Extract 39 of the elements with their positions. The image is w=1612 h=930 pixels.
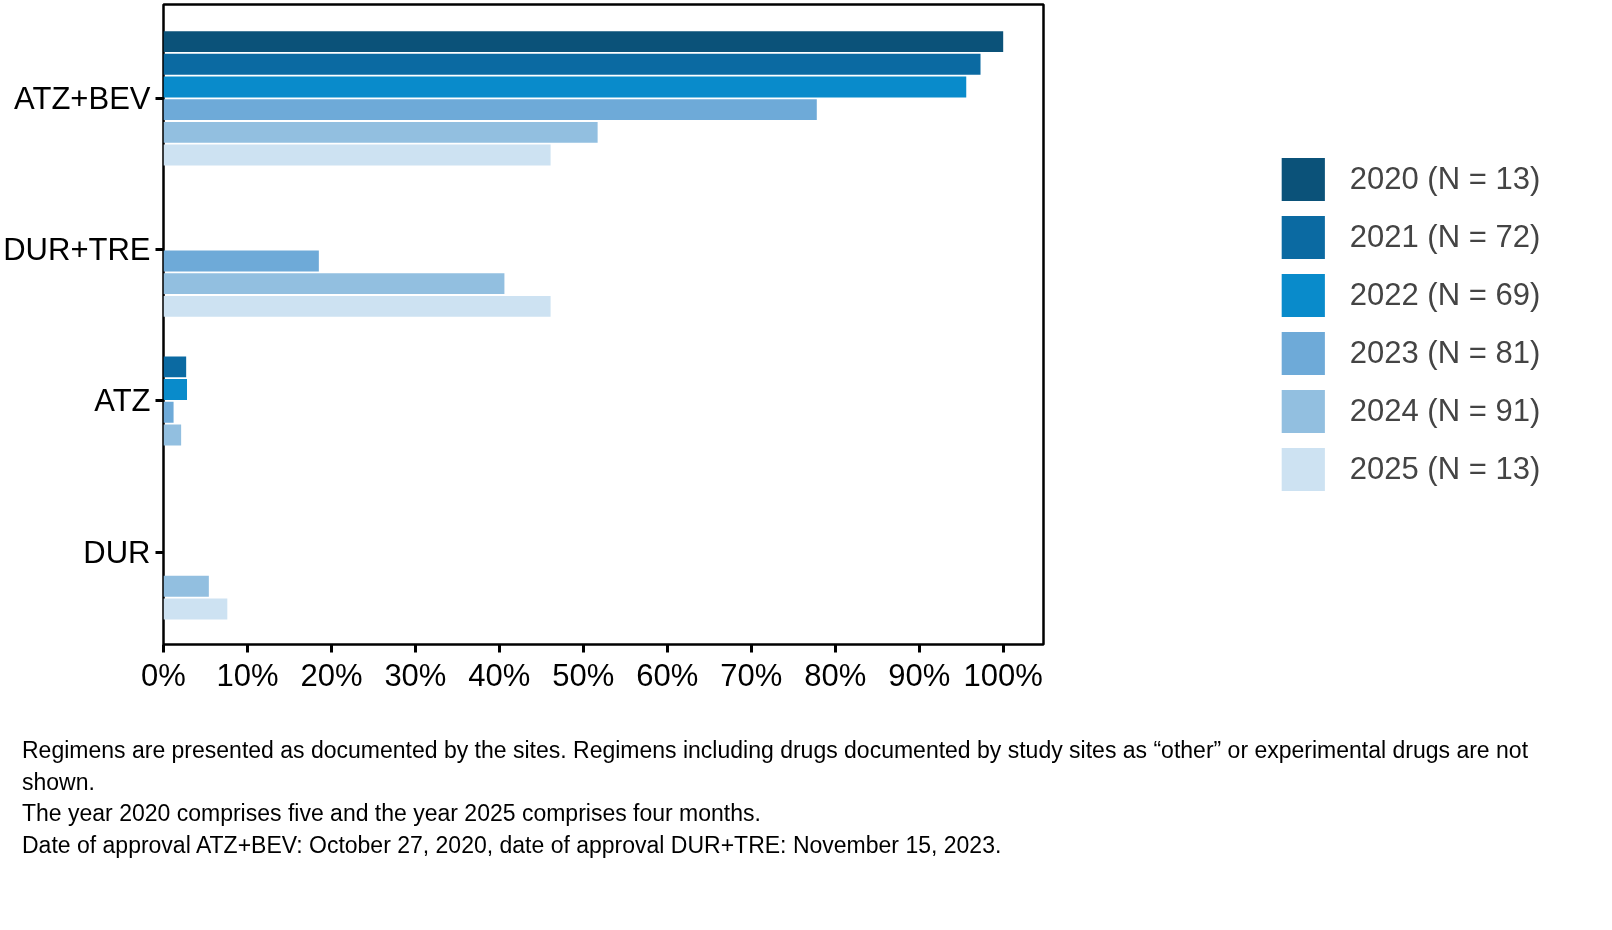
x-tick-label: 90% [888,657,951,693]
bar [163,144,551,166]
legend-label: 2022 (N = 69) [1349,277,1541,313]
bar [163,379,188,400]
y-tick-label: DUR+TRE [3,232,151,268]
bar [163,53,981,75]
x-tick-label: 30% [384,657,447,693]
x-tick-label: 80% [804,657,867,693]
legend-label: 2024 (N = 91) [1349,393,1541,429]
bar [163,250,319,272]
text: Regimens are presented as documented by the sites. Regimens including drugs documented by study sites as “other” or experimental drugs are not shown. [22,737,1529,795]
x-tick-label: 70% [720,657,783,693]
bar [163,99,817,121]
bar [163,575,209,597]
legend-label: 2025 (N = 13) [1349,451,1541,487]
text: The year 2020 comprises five and the year 2025 comprises four months. [22,800,761,827]
text: Date of approval ATZ+BEV: October 27, 2020, date of approval DUR+TRE: November 15, 2023. [22,832,1002,859]
legend-label: 2021 (N = 72) [1349,219,1541,255]
x-tick-label: 20% [300,657,363,693]
x-tick-label: 50% [552,657,615,693]
bar [163,121,598,143]
x-tick-label: 100% [963,657,1043,693]
legend-label: 2023 (N = 81) [1349,335,1541,371]
y-tick-label: ATZ+BEV [14,80,151,116]
bar [163,273,505,295]
bar [163,401,174,423]
legend-label: 2020 (N = 13) [1349,161,1541,197]
x-tick-label: 40% [468,657,531,693]
bar [163,356,187,378]
bar [163,598,228,620]
bar [163,31,1004,53]
bar [163,295,551,317]
bar [163,424,182,446]
x-tick-label: 60% [636,657,699,693]
y-tick-label: DUR [83,534,151,570]
y-tick-label: ATZ [94,383,151,419]
x-tick-label: 10% [216,657,279,693]
bar [163,76,967,98]
x-tick-label: 0% [141,657,186,693]
